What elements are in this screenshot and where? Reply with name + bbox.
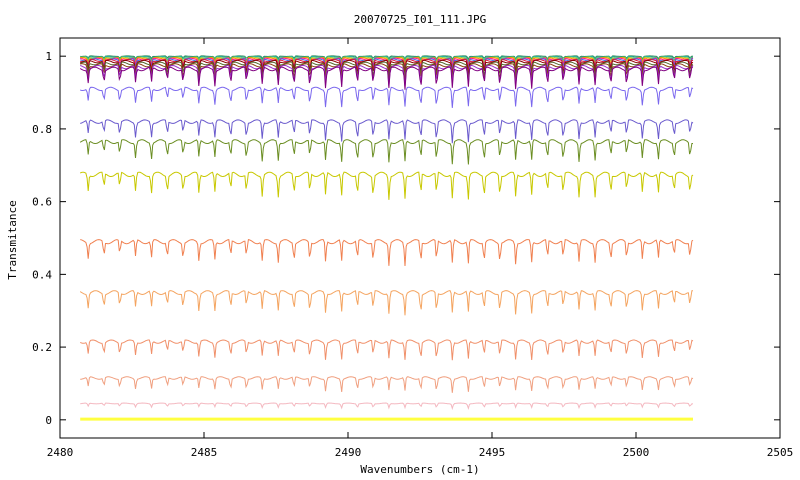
x-tick-label: 2500 bbox=[623, 446, 650, 459]
y-tick-label: 0.6 bbox=[32, 196, 52, 209]
x-tick-label: 2495 bbox=[479, 446, 506, 459]
plot-frame bbox=[59, 37, 781, 439]
series-layer bbox=[79, 55, 694, 421]
x-axis-label: Wavenumbers (cm-1) bbox=[360, 463, 479, 476]
series-line bbox=[79, 171, 694, 200]
y-tick-label: 0.2 bbox=[32, 341, 52, 354]
y-tick-label: 0.8 bbox=[32, 123, 52, 136]
series-line bbox=[80, 119, 694, 144]
y-tick-label: 0.4 bbox=[32, 268, 52, 281]
y-tick-label: 1 bbox=[45, 50, 52, 63]
series-line bbox=[80, 402, 694, 411]
y-tick-label: 0 bbox=[45, 414, 52, 427]
series-line bbox=[80, 86, 694, 108]
y-axis-label: Transmitance bbox=[6, 200, 19, 279]
x-tick-label: 2485 bbox=[191, 446, 218, 459]
chart-title: 20070725_I01_111.JPG bbox=[354, 13, 486, 26]
series-line bbox=[79, 339, 694, 361]
x-tick-label: 2505 bbox=[767, 446, 794, 459]
series-line bbox=[80, 376, 694, 393]
series-line bbox=[80, 55, 693, 64]
series-line bbox=[80, 238, 694, 267]
series-line bbox=[79, 290, 693, 316]
x-tick-label: 2480 bbox=[47, 446, 74, 459]
series-line bbox=[80, 56, 694, 66]
x-tick-label: 2490 bbox=[335, 446, 362, 459]
series-line bbox=[79, 66, 694, 90]
series-line bbox=[79, 139, 693, 165]
